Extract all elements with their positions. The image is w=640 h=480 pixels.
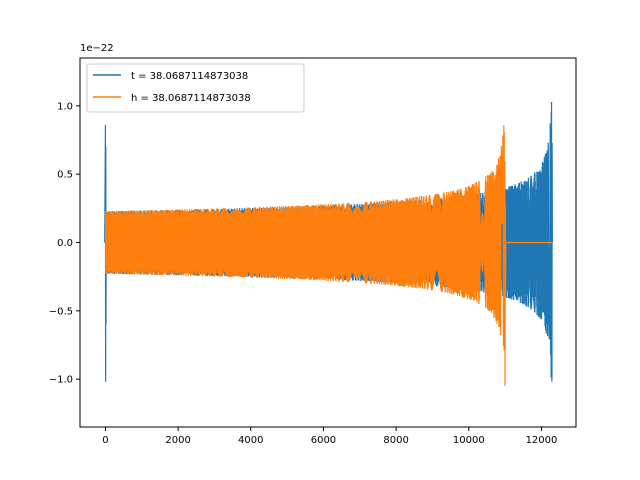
x-tick-label: 6000 (311, 435, 336, 446)
x-tick-label: 8000 (383, 435, 408, 446)
x-tick-label: 2000 (165, 435, 190, 446)
y-tick-label: 0.5 (57, 170, 73, 181)
legend-label-h: h = 38.0687114873038 (131, 93, 251, 104)
x-tick-label: 10000 (453, 435, 485, 446)
legend: t = 38.0687114873038 h = 38.068711487303… (86, 63, 305, 113)
legend-label-t: t = 38.0687114873038 (131, 71, 248, 82)
y-offset-label: 1e−22 (80, 43, 114, 54)
series-layer (104, 101, 553, 386)
y-axis: 1.0 0.5 0.0 −0.5 −1.0 (49, 101, 80, 386)
y-tick-label: −1.0 (49, 375, 73, 386)
y-tick-label: 1.0 (57, 101, 73, 112)
y-tick-label: −0.5 (49, 306, 73, 317)
x-tick-label: 4000 (238, 435, 263, 446)
x-axis: 0 2000 4000 6000 8000 10000 12000 (102, 427, 557, 446)
legend-box (86, 63, 305, 113)
y-tick-label: 0.0 (57, 238, 73, 249)
x-tick-label: 12000 (526, 435, 558, 446)
series-line-h (104, 124, 507, 386)
x-tick-label: 0 (102, 435, 108, 446)
